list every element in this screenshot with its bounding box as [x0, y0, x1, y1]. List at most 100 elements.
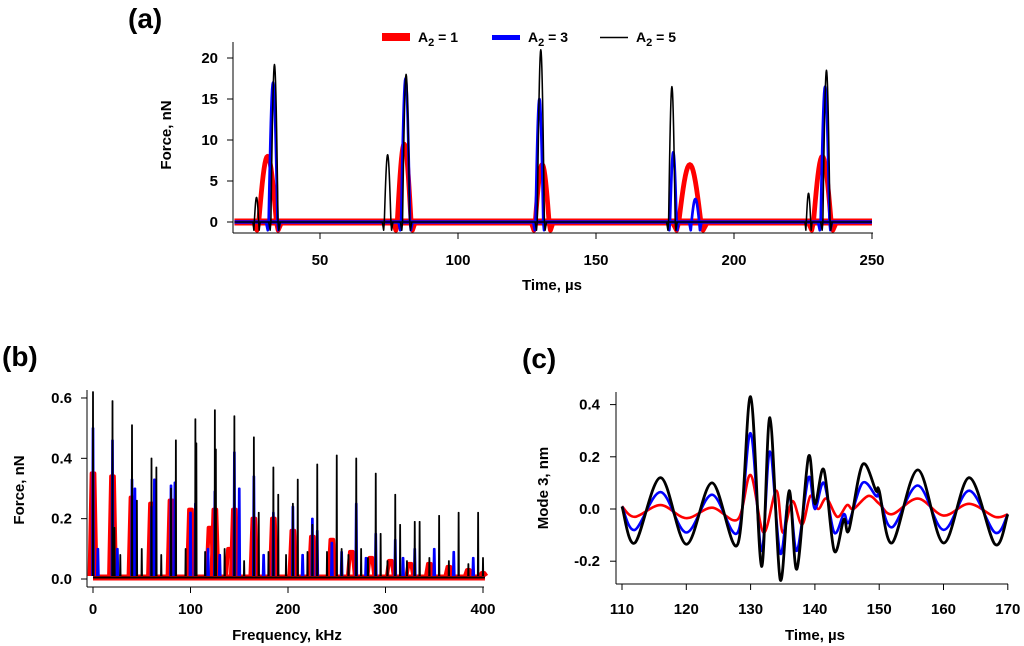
panel-b-x-tick-label: 400 [470, 601, 495, 618]
panel-label-c: (c) [522, 343, 556, 374]
panel-b-peak-a2_3 [133, 487, 137, 576]
legend-swatch-a2-3 [492, 35, 520, 40]
panel-b-peak-a2_5 [135, 499, 139, 576]
panel-c-x-tick-label: 140 [802, 601, 827, 618]
panel-b-y-label: Force, nN [11, 455, 28, 524]
legend-swatch-a2-1 [382, 33, 410, 41]
panel-b-peak-a2_1 [185, 507, 196, 577]
panel-b-peak-a2_5 [437, 514, 441, 576]
panel-b-peak-a2_5 [119, 554, 122, 576]
legend: A2 = 1 A2 = 3 A2 = 5 [382, 29, 676, 49]
panel-b-ticks: 0 100 200 300 400 0.0 0.2 0.4 0.6 [51, 390, 495, 618]
panel-b-peak-a2_5 [386, 560, 389, 576]
panel-c-x-tick-label: 130 [738, 601, 763, 618]
panel-a-pulse-a2_5 [804, 192, 813, 231]
panel-a-pulse-a2_3 [687, 197, 703, 232]
panel-b-peak-a2_1 [326, 537, 338, 577]
panel-c-x-tick-label: 120 [674, 601, 699, 618]
legend-label-a2-1: A2 = 1 [418, 29, 458, 49]
panel-b-peak-a2_5 [311, 523, 314, 576]
panel-b-x-tick-label: 0 [89, 601, 97, 618]
panel-b-peak-a2_5 [257, 511, 260, 576]
panel-b-peak-a2_5 [306, 551, 309, 576]
panel-b-x-label: Frequency, kHz [232, 627, 342, 644]
panel-a-pulse-a2_1 [670, 162, 710, 233]
panel-b-y-tick-label: 0.0 [51, 571, 72, 588]
panel-b-peak-a2_5 [418, 520, 421, 576]
panel-b-peak-a2_5 [277, 493, 280, 576]
panel-b-peak-a2_5 [150, 457, 153, 576]
panel-b-peak-a2_5 [398, 523, 402, 576]
panel-a-pulse-a2_5 [534, 49, 548, 231]
panel-c-x-tick-label: 110 [610, 601, 634, 618]
legend-label-a2-3: A2 = 3 [528, 29, 568, 49]
panel-a-y-tick-label: 15 [201, 91, 218, 108]
panel-a-pulse-a2_5 [267, 63, 281, 231]
panel-b-peak-a2_5 [284, 554, 288, 576]
panel-b-peak-a2_5 [233, 415, 236, 576]
panel-b-peak-a2_5 [355, 457, 358, 576]
panel-b-peak-a2_5 [91, 391, 95, 576]
panel-a-y-tick-label: 5 [210, 173, 218, 190]
panel-b-peak-a2_5 [366, 557, 370, 576]
panel-b-peak-a2_5 [335, 454, 338, 576]
panel-b-x-tick-label: 100 [178, 601, 203, 618]
panel-b-peak-a2_5 [428, 557, 431, 576]
panel-b-peak-a2_5 [169, 487, 173, 576]
panel-b-peak-a2_5 [155, 466, 158, 576]
panel-b-y-tick-label: 0.2 [51, 511, 72, 528]
panel-b-peak-a2_5 [195, 442, 198, 576]
panel-b-peak-a2_5 [113, 527, 116, 576]
panel-b-peak-a2_3 [206, 547, 210, 577]
panel-b-peak-a2_3 [451, 550, 456, 577]
panel-b-peak-a2_5 [267, 551, 270, 576]
panel-b-peak-a2_3 [329, 541, 334, 576]
panel-b-peak-a2_5 [252, 436, 256, 576]
panel-b-peak-a2_3 [261, 553, 266, 577]
panel-c-y-label: Mode 3, nm [535, 447, 552, 530]
panel-b-chart: 0 100 200 300 400 0.0 0.2 0.4 0.6 Frequency, kHz… [11, 390, 496, 644]
panel-b-peak-a2_5 [481, 557, 485, 576]
panel-c-x-tick-label: 160 [931, 601, 956, 618]
panel-b-plot-area [87, 391, 489, 581]
panel-b-peak-a2_3 [95, 547, 100, 577]
panel-b-peak-a2_3 [115, 547, 120, 577]
panel-a-pulse-a2_5 [252, 196, 261, 231]
panel-b-peak-a2_5 [242, 560, 246, 576]
panel-a-y-tick-label: 20 [201, 50, 218, 67]
panel-b-peak-a2_5 [379, 533, 382, 576]
panel-a-pulse-a2_3 [666, 150, 680, 232]
panel-a-pulse-a2_5 [665, 85, 678, 231]
panel-c-x-label: Time, µs [785, 627, 845, 644]
panel-b-peak-a2_3 [152, 478, 157, 576]
panel-a-pulse-a2_5 [819, 69, 833, 231]
panel-a-pulse-a2_1 [251, 154, 284, 233]
panel-a-x-tick-label: 50 [312, 252, 329, 269]
panel-b-peak-a2_3 [364, 556, 368, 577]
panel-a-ticks: 50 100 150 200 250 0 5 10 15 20 [201, 50, 884, 269]
panel-a-x-tick-label: 250 [859, 252, 884, 269]
panel-a-x-tick-label: 150 [583, 252, 608, 269]
panel-c-x-tick-label: 170 [995, 601, 1020, 618]
panel-b-peak-a2_3 [432, 547, 437, 577]
panel-c-y-tick-label: 0.4 [579, 397, 601, 414]
panel-b-peak-a2_5 [325, 551, 329, 576]
panel-b-peak-a2_5 [316, 463, 319, 576]
panel-a-pulse-a2_5 [399, 73, 413, 231]
panel-a-y-label: Force, nN [158, 100, 175, 169]
panel-b-peak-a2_5 [272, 466, 275, 576]
panel-b-peak-a2_3 [237, 487, 242, 576]
panel-b-peak-a2_5 [214, 448, 218, 576]
panel-b-peak-a2_5 [347, 554, 350, 576]
panel-c-plot-area [620, 395, 1010, 582]
panel-b-peak-a2_5 [359, 548, 363, 576]
panel-b-x-tick-label: 300 [373, 601, 398, 618]
panel-b-peak-a2_5 [184, 548, 187, 576]
panel-b-x-tick-label: 200 [275, 601, 300, 618]
panel-b-peak-a2_5 [467, 563, 470, 576]
panel-b-peak-a2_3 [471, 556, 476, 577]
panel-b-peak-a2_5 [203, 551, 207, 576]
legend-label-a2-5: A2 = 5 [636, 29, 676, 49]
panel-a-x-tick-label: 100 [445, 252, 470, 269]
